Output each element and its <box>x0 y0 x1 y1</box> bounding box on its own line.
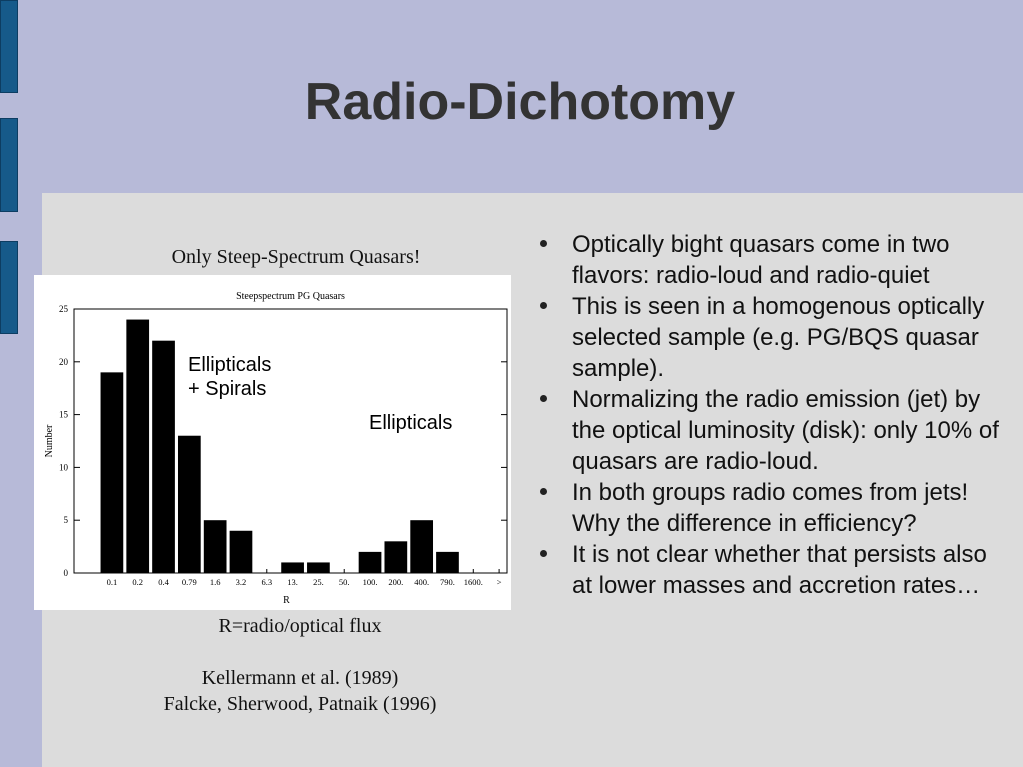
bullet-dot-icon <box>540 302 547 309</box>
x-tick-label: 6.3 <box>261 577 272 587</box>
bullet-text: In both groups radio comes from jets! Wh… <box>572 479 969 537</box>
bullet-item: In both groups radio comes from jets! Wh… <box>540 477 1010 539</box>
reference-2: Falcke, Sherwood, Patnaik (1996) <box>163 693 437 715</box>
x-tick-label: 1600. <box>464 577 483 587</box>
x-tick-label: 13. <box>287 577 298 587</box>
bullet-text: This is seen in a homogenous optically s… <box>572 293 985 382</box>
x-tick-label: 0.4 <box>158 577 169 587</box>
bar <box>410 520 434 573</box>
bullet-item: This is seen in a homogenous optically s… <box>540 291 1010 384</box>
reference-1: Kellermann et al. (1989) <box>201 667 399 689</box>
bar <box>436 551 459 573</box>
x-tick-label: 0.2 <box>132 577 143 587</box>
bar <box>203 520 227 573</box>
y-tick-label: 20 <box>59 357 69 367</box>
x-axis-label: R <box>283 595 290 606</box>
bullet-dot-icon <box>540 395 547 402</box>
x-tick-label: 790. <box>440 577 455 587</box>
x-tick-label: 3.2 <box>236 577 247 587</box>
y-tick-label: 15 <box>59 410 69 420</box>
bullet-item: Normalizing the radio emission (jet) by … <box>540 384 1010 477</box>
bullet-dot-icon <box>540 550 547 557</box>
annotation-ellipticals-spirals: Ellipticals + Spirals <box>188 353 271 401</box>
side-tab-3 <box>0 241 18 334</box>
chart-panel: 0 5 10 15 20 25 0.1 0.2 0.4 0.79 1.6 3.2 6.3 13. 25. 50… <box>34 275 511 610</box>
chart-title: Steepspectrum PG Quasars <box>236 291 345 302</box>
side-tab-2 <box>0 118 18 212</box>
bullet-text: Optically bight quasars come in two flav… <box>572 231 950 289</box>
bar <box>126 319 150 573</box>
bullet-list: Optically bight quasars come in two flav… <box>540 229 1010 601</box>
y-axis-label: Number <box>44 424 55 457</box>
x-tick-label: 200. <box>388 577 403 587</box>
y-tick-label: 25 <box>59 304 69 314</box>
bullet-dot-icon <box>540 240 547 247</box>
y-tick-label: 0 <box>64 568 69 578</box>
bullet-text: It is not clear whether that persists al… <box>572 541 987 599</box>
chart-caption-axis: R=radio/optical flux <box>218 615 382 637</box>
bar <box>152 340 175 573</box>
histogram-chart: 0 5 10 15 20 25 0.1 0.2 0.4 0.79 1.6 3.2 6.3 13. 25. 50… <box>44 291 508 606</box>
bar <box>281 562 304 573</box>
x-tick-label: 0.1 <box>107 577 118 587</box>
side-tab-1 <box>0 0 18 93</box>
x-tick-label: 25. <box>313 577 324 587</box>
x-tick-label: 400. <box>414 577 429 587</box>
y-tick-label: 5 <box>64 515 69 525</box>
bullet-item: It is not clear whether that persists al… <box>540 539 1010 601</box>
bullet-item: Optically bight quasars come in two flav… <box>540 229 1010 291</box>
annotation-ellipticals: Ellipticals <box>369 412 453 434</box>
bar <box>358 551 382 573</box>
annotation-line-1: Ellipticals <box>188 354 272 376</box>
x-tick-label: > <box>497 577 502 587</box>
bar <box>307 562 330 573</box>
x-tick-label: 50. <box>339 577 350 587</box>
y-tick-label: 10 <box>59 462 69 472</box>
bar <box>229 530 253 573</box>
bullet-text: Normalizing the radio emission (jet) by … <box>572 386 999 475</box>
x-tick-label: 1.6 <box>210 577 221 587</box>
chart-caption-top: Only Steep-Spectrum Quasars! <box>171 246 421 268</box>
slide-title: Radio-Dichotomy <box>304 73 736 131</box>
annotation-line-2: + Spirals <box>188 378 267 400</box>
bar <box>177 435 201 573</box>
x-tick-label: 100. <box>363 577 378 587</box>
bar <box>100 372 124 573</box>
bar <box>384 541 408 573</box>
bullet-dot-icon <box>540 488 547 495</box>
x-tick-label: 0.79 <box>182 577 197 587</box>
